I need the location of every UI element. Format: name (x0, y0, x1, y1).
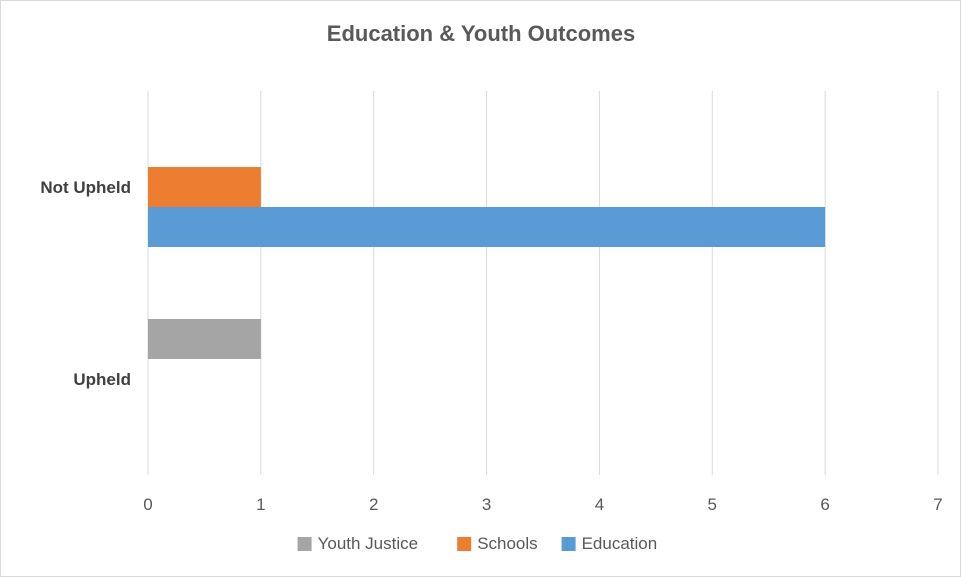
x-tick-label-2: 2 (369, 495, 378, 514)
x-tick-label-5: 5 (708, 495, 717, 514)
bar-education-not-upheld (148, 207, 826, 247)
chart-title: Education & Youth Outcomes (327, 21, 635, 46)
category-label-0: Not Upheld (40, 178, 131, 197)
category-labels: Not Upheld Upheld (40, 178, 131, 389)
x-tick-label-1: 1 (256, 495, 265, 514)
x-tick-label-6: 6 (820, 495, 829, 514)
x-tick-label-3: 3 (482, 495, 491, 514)
bar-youth-justice-upheld (148, 319, 261, 359)
x-axis-tick-labels: 0 1 2 3 4 5 6 7 (143, 495, 942, 514)
legend-swatch-0 (297, 537, 312, 551)
x-tick-label-7: 7 (933, 495, 942, 514)
legend: Youth Justice Schools Education (297, 534, 658, 553)
bar-schools-not-upheld (148, 167, 261, 207)
x-tick-label-4: 4 (595, 495, 604, 514)
legend-swatch-2 (561, 537, 576, 551)
x-tick-label-0: 0 (143, 495, 152, 514)
legend-swatch-1 (457, 537, 472, 551)
category-label-1: Upheld (73, 370, 131, 389)
legend-label-2: Education (582, 534, 658, 553)
gridlines (147, 91, 939, 475)
bars (148, 167, 826, 359)
legend-label-0: Youth Justice (318, 534, 419, 553)
legend-label-1: Schools (477, 534, 537, 553)
